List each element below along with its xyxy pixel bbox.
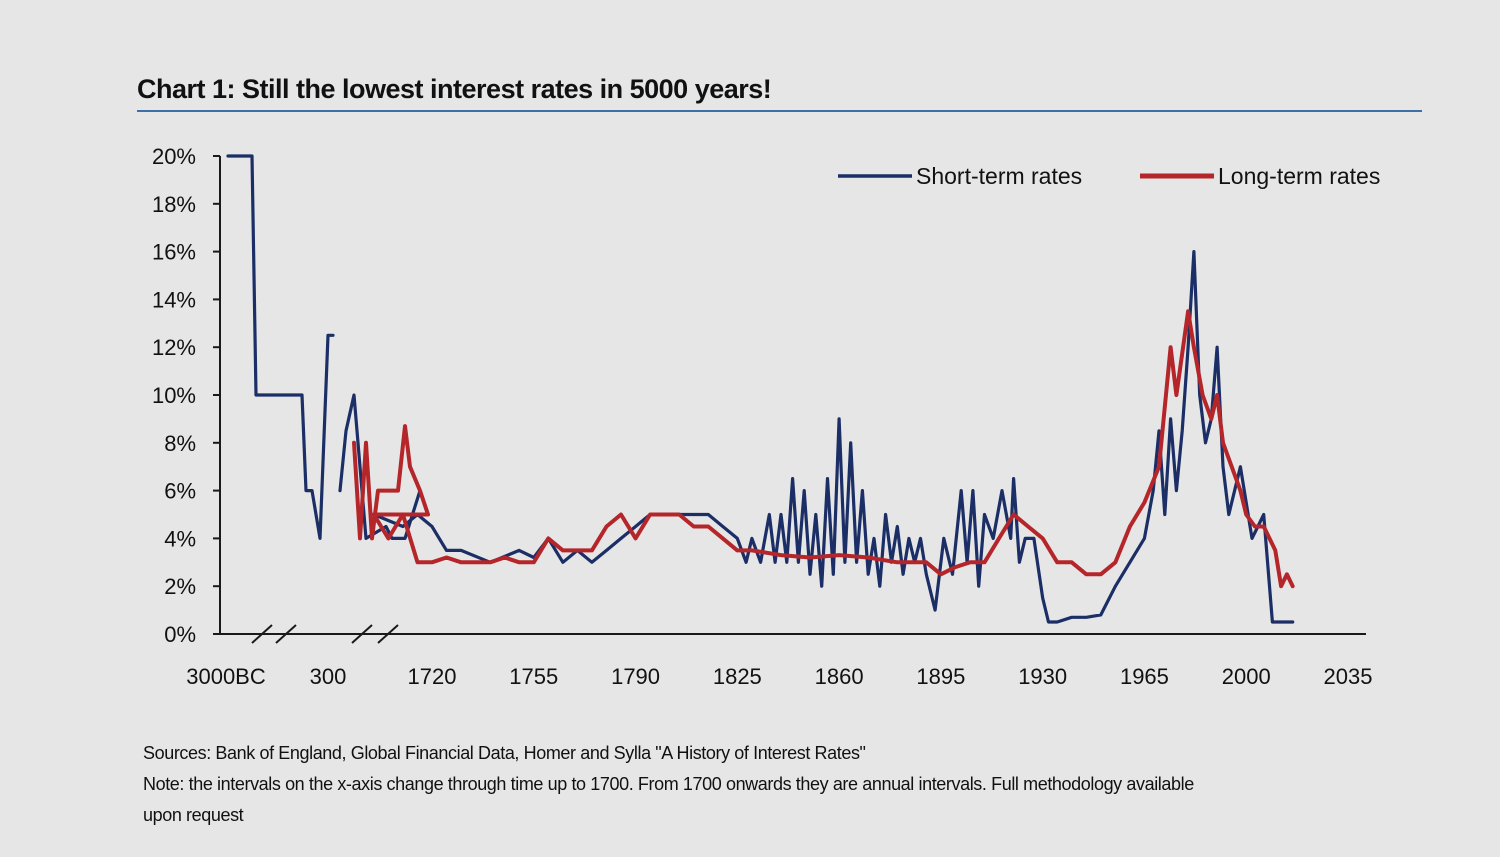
- x-tick-label: 1895: [916, 664, 965, 689]
- axes: [219, 156, 1366, 644]
- y-tick-label: 4%: [164, 526, 196, 551]
- legend: Short-term rates Long-term rates: [838, 163, 1380, 189]
- x-tick-label: 1755: [509, 664, 558, 689]
- legend-label-short-term: Short-term rates: [916, 163, 1082, 189]
- chart-title: Chart 1: Still the lowest interest rates…: [137, 74, 772, 104]
- y-tick-label: 20%: [152, 144, 196, 169]
- y-tick-label: 6%: [164, 479, 196, 504]
- axis-break-mark: [251, 624, 273, 644]
- x-tick-label: 300: [310, 664, 347, 689]
- legend-label-long-term: Long-term rates: [1218, 163, 1380, 189]
- x-tick-label: 1790: [611, 664, 660, 689]
- y-tick-label: 16%: [152, 240, 196, 265]
- short-term-rates-line: [338, 250, 1295, 624]
- x-tick-label: 1860: [815, 664, 864, 689]
- y-tick-label: 2%: [164, 574, 196, 599]
- x-tick-label: 3000BC: [186, 664, 266, 689]
- axis-break-mark: [351, 624, 373, 644]
- y-tick-label: 18%: [152, 192, 196, 217]
- note-text-line1: Note: the intervals on the x-axis change…: [143, 774, 1194, 794]
- long-term-rates-line: [352, 309, 1295, 589]
- y-tick-label: 10%: [152, 383, 196, 408]
- y-tick-label: 14%: [152, 287, 196, 312]
- x-tick-label: 1930: [1018, 664, 1067, 689]
- axis-break-mark: [377, 624, 399, 644]
- title-rule: [137, 110, 1422, 112]
- y-tick-label: 12%: [152, 335, 196, 360]
- sources-text: Sources: Bank of England, Global Financi…: [143, 743, 866, 763]
- y-tick-label: 8%: [164, 431, 196, 456]
- note-text-line2: upon request: [143, 805, 244, 825]
- y-axis-ticks: 0% 2% 4% 6% 8% 10% 12% 14% 16% 18% 20%: [152, 144, 220, 647]
- x-tick-label: 2000: [1222, 664, 1271, 689]
- x-tick-label: 2035: [1324, 664, 1373, 689]
- x-tick-label: 1825: [713, 664, 762, 689]
- x-tick-label: 1965: [1120, 664, 1169, 689]
- short-term-rates-line: [226, 154, 335, 540]
- x-axis-ticks: 3000BC 300 1720 1755 1790 1825 1860 1895 1930 196…: [186, 664, 1372, 689]
- series-layer: [226, 154, 1295, 624]
- chart-notes: Sources: Bank of England, Global Financi…: [143, 738, 1433, 831]
- axis-break-mark: [275, 624, 297, 644]
- y-tick-label: 0%: [164, 622, 196, 647]
- x-tick-label: 1720: [408, 664, 457, 689]
